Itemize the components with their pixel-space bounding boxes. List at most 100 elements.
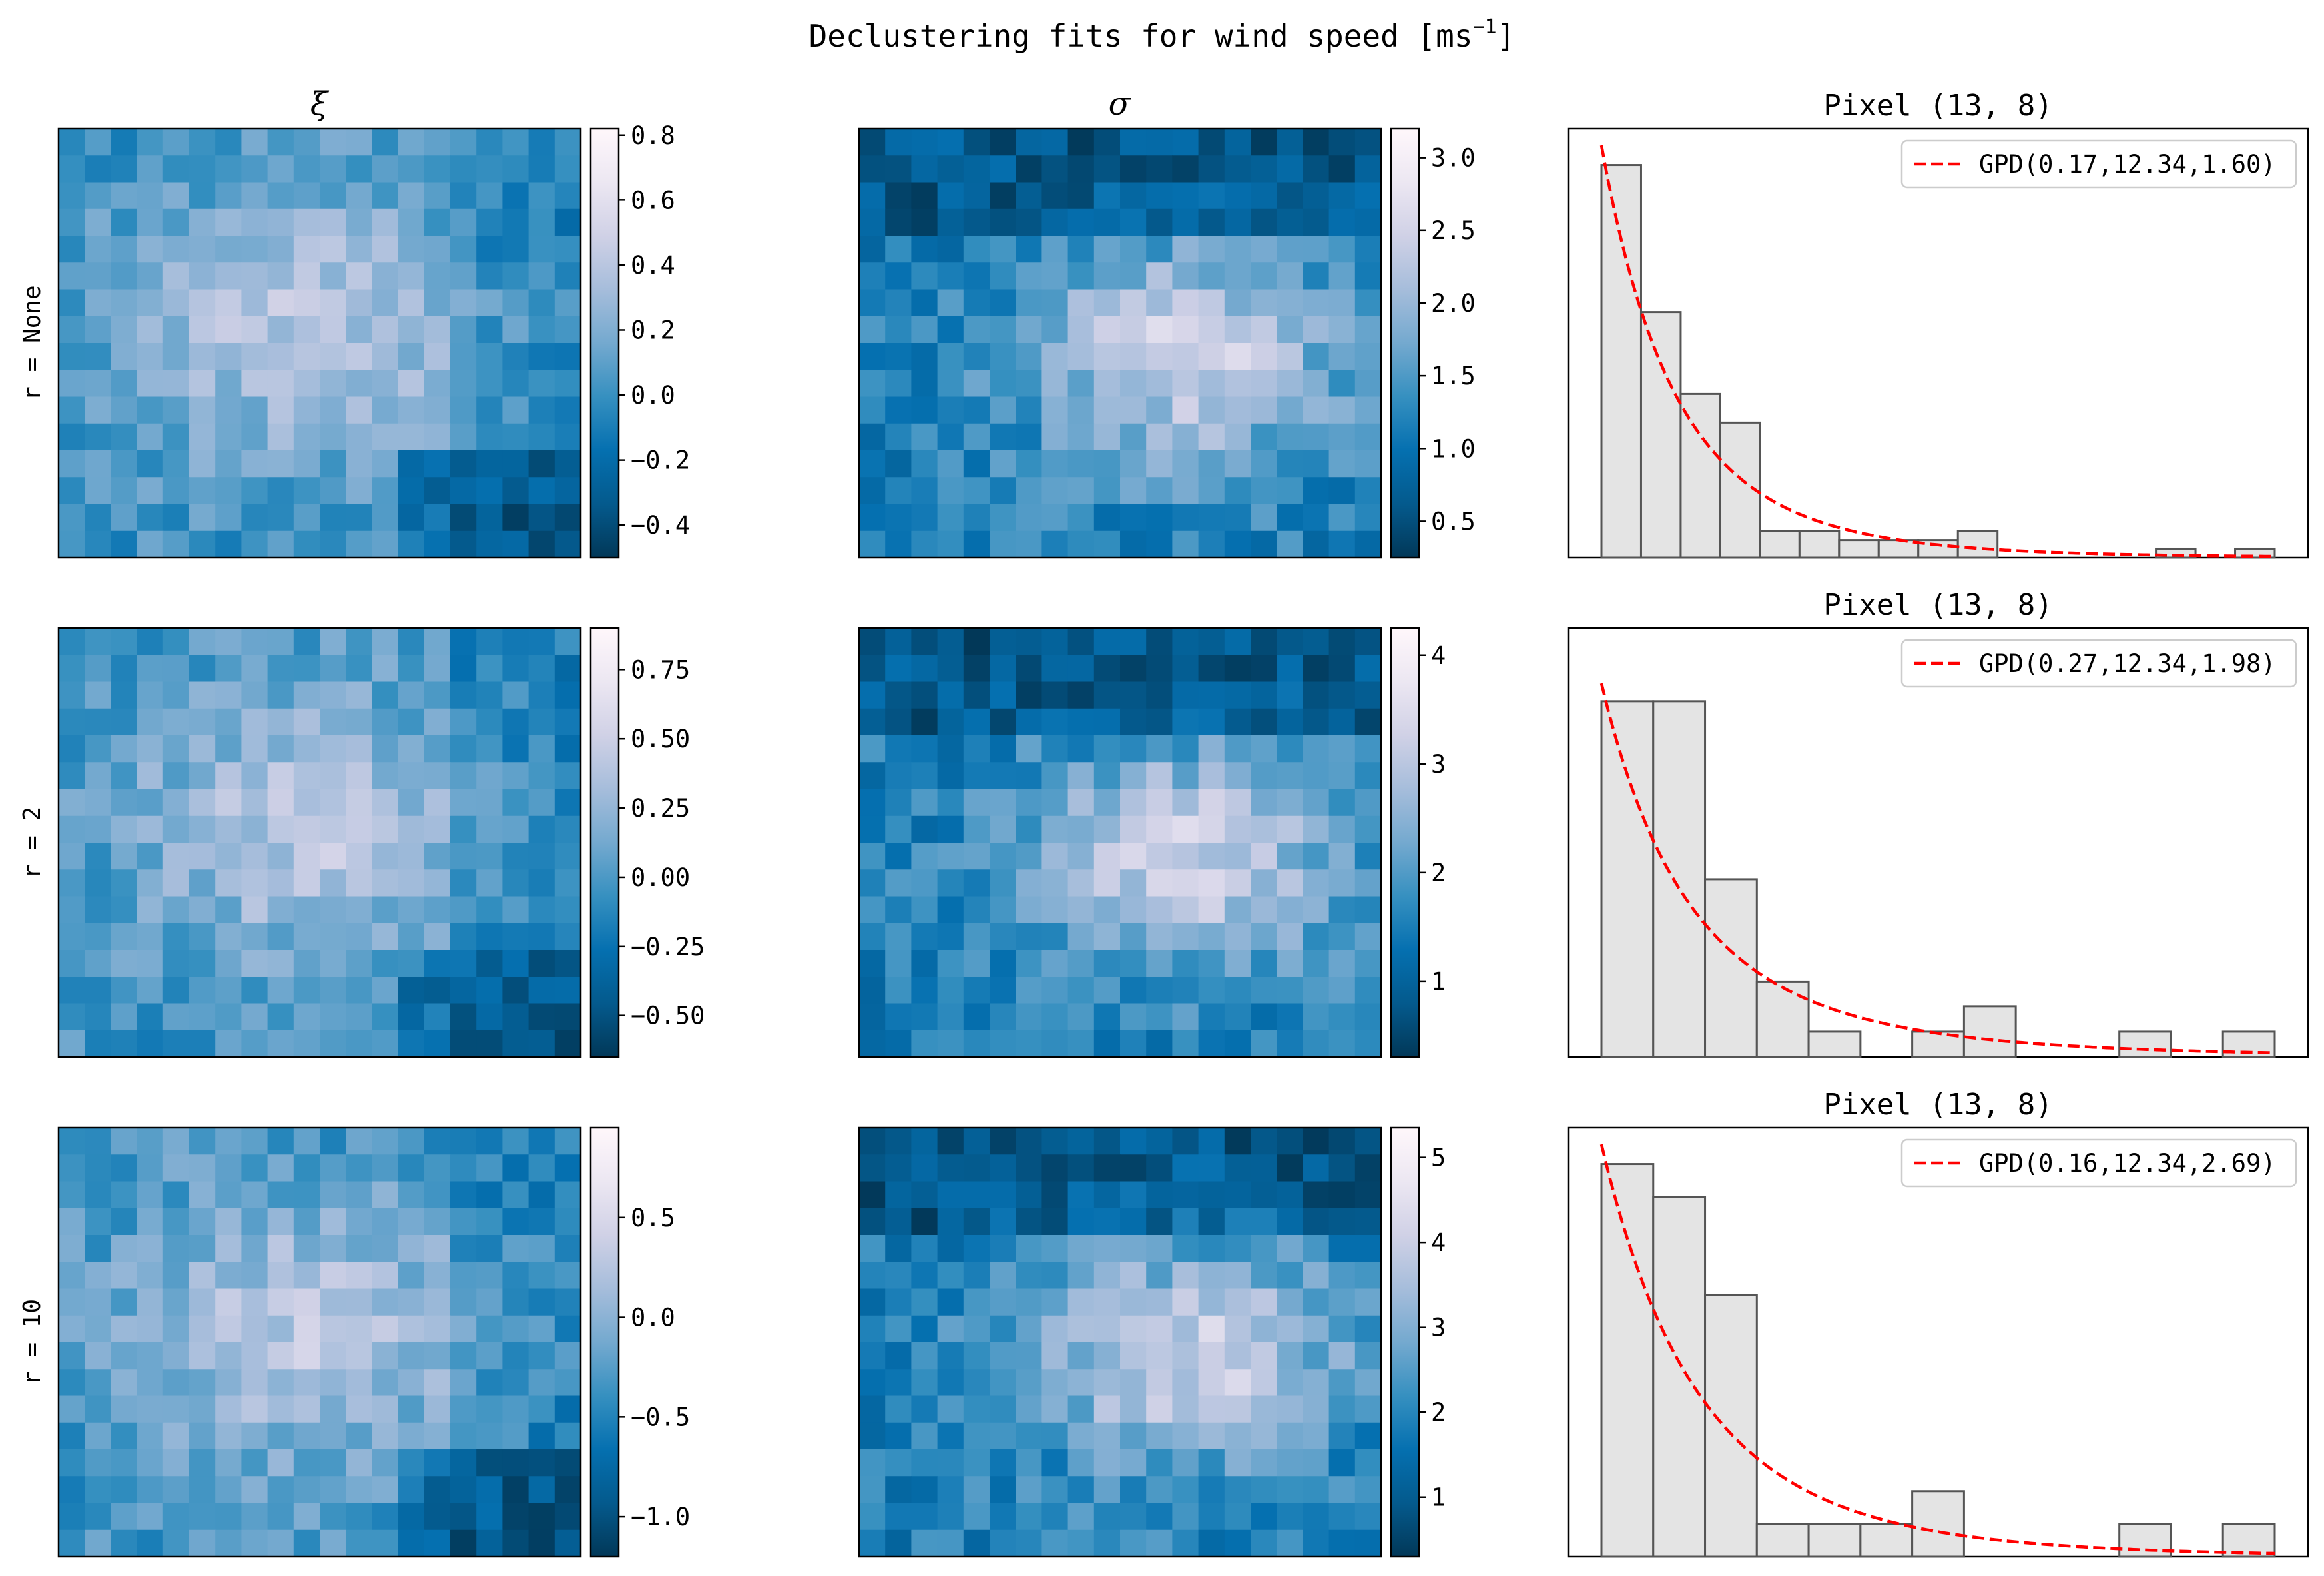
sigma-cell	[990, 208, 1016, 236]
sigma-cell	[1093, 1422, 1121, 1450]
sigma-cell	[1093, 1288, 1121, 1316]
xi-cell	[450, 1128, 477, 1155]
sigma-cell	[1120, 950, 1147, 977]
xi-cell	[346, 708, 372, 736]
sigma-cell	[990, 1449, 1016, 1477]
sigma-cell	[1067, 236, 1095, 263]
histogram-bar	[1759, 530, 1801, 559]
sigma-cell	[1224, 762, 1251, 790]
sigma-cell	[859, 869, 886, 897]
xi-cell	[241, 869, 268, 897]
xi-cell	[398, 1395, 425, 1423]
sigma-cell	[1172, 129, 1199, 156]
sigma-cell	[937, 182, 964, 210]
gpd-fit-line	[1599, 145, 2275, 558]
sigma-cell	[1251, 762, 1277, 790]
xi-cell	[215, 950, 242, 977]
sigma-cell	[885, 977, 912, 1004]
sigma-cell	[990, 155, 1016, 183]
xi-cell	[450, 1262, 477, 1290]
sigma-cell	[1251, 1476, 1277, 1504]
xi-cell	[398, 655, 425, 683]
sigma-cell	[937, 1342, 964, 1370]
sigma-cell	[1328, 316, 1356, 344]
xi-cell	[267, 1262, 294, 1290]
xi-cell	[424, 129, 451, 156]
sigma-cell	[885, 896, 912, 924]
sigma-cell	[885, 762, 912, 790]
sigma-cell	[1041, 815, 1069, 843]
xi-cell	[476, 155, 503, 183]
xi-cell	[554, 1503, 581, 1531]
xi-cell	[424, 977, 451, 1004]
xi-cell	[162, 1342, 190, 1370]
sigma-cell	[1120, 343, 1147, 370]
xi-cell	[59, 1369, 85, 1397]
xi-cell	[320, 208, 346, 236]
sigma-cell	[1146, 1342, 1173, 1370]
sigma-cell	[1251, 236, 1277, 263]
xi-cell	[189, 477, 216, 505]
sigma-cell	[1146, 1369, 1173, 1397]
xi-cell	[320, 504, 346, 532]
xi-cell	[241, 343, 268, 370]
sigma-cell	[1198, 370, 1225, 398]
sigma-cell	[1120, 789, 1147, 817]
sigma-cell	[1146, 208, 1173, 236]
sigma-cell	[1041, 1315, 1069, 1343]
sigma-cell	[859, 923, 886, 951]
sigma-cell	[1172, 530, 1199, 558]
xi-cell	[320, 628, 346, 655]
xi-cell	[476, 655, 503, 683]
sigma-cell	[1224, 370, 1251, 398]
xi-cell	[450, 423, 477, 451]
xi-cell	[398, 1342, 425, 1370]
xi-cell	[241, 1369, 268, 1397]
sigma-cell	[1303, 504, 1330, 532]
sigma-cell	[885, 1181, 912, 1209]
xi-cell	[372, 1128, 399, 1155]
xi-cell	[554, 1154, 581, 1182]
sigma-cell	[1120, 1342, 1147, 1370]
sigma-cell	[1303, 1003, 1330, 1031]
colorbar-tick-label: 0.4	[631, 251, 675, 280]
xi-cell	[554, 1288, 581, 1316]
xi-cell	[293, 530, 320, 558]
sigma-cell	[1041, 1154, 1069, 1182]
xi-cell	[59, 1503, 85, 1531]
xi-cell	[372, 977, 399, 1004]
sigma-cell	[1354, 1476, 1382, 1504]
xi-cell	[59, 208, 85, 236]
sigma-cell	[1354, 1342, 1382, 1370]
xi-cell	[502, 896, 529, 924]
sigma-cell	[1224, 1503, 1251, 1531]
xi-cell	[267, 129, 294, 156]
sigma-cell	[990, 1208, 1016, 1236]
xi-cell	[189, 1503, 216, 1531]
xi-cell	[476, 289, 503, 317]
xi-cell	[528, 208, 555, 236]
xi-cell	[189, 923, 216, 951]
sigma-cell	[1093, 236, 1121, 263]
xi-cell	[528, 1208, 555, 1236]
sigma-cell	[1277, 1369, 1303, 1397]
sigma-cell	[1251, 681, 1277, 709]
xi-cell	[502, 289, 529, 317]
xi-cell	[424, 236, 451, 263]
histogram-bar	[1639, 311, 1682, 559]
colorbar-tick-label: 0.00	[631, 863, 690, 892]
sigma-cell	[885, 182, 912, 210]
sigma-cell	[859, 1262, 886, 1290]
sigma-cell	[1120, 1208, 1147, 1236]
xi-cell	[241, 396, 268, 424]
legend-label: GPD(0.27,12.34,1.98)	[1979, 649, 2276, 678]
xi-cell	[346, 1154, 372, 1182]
xi-cell	[346, 977, 372, 1004]
sigma-cell	[963, 843, 990, 870]
sigma-cell	[1198, 896, 1225, 924]
sigma-cell	[1354, 1262, 1382, 1290]
sigma-cell	[990, 477, 1016, 505]
xi-cell	[398, 1181, 425, 1209]
sigma-cell	[1041, 655, 1069, 683]
xi-cell	[372, 236, 399, 263]
